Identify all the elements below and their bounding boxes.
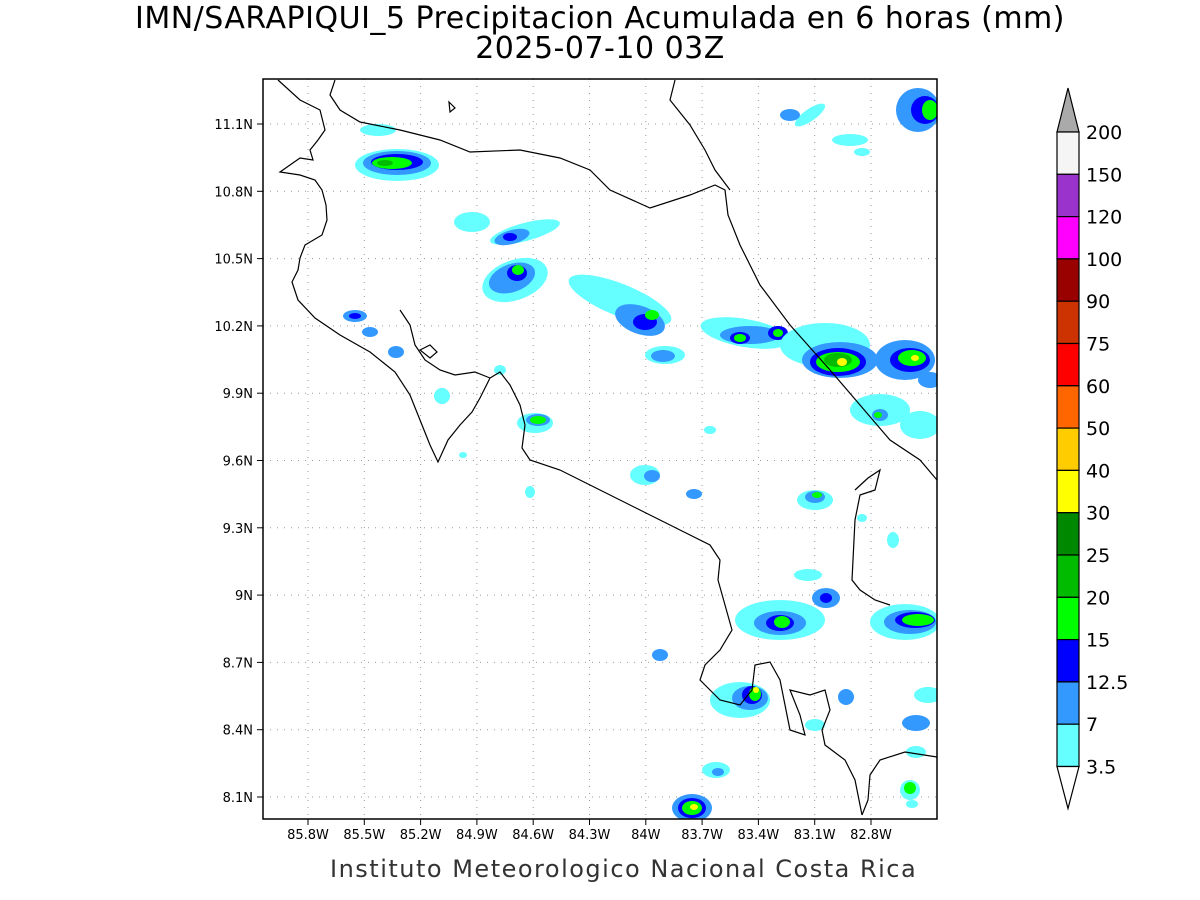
precip-cell xyxy=(454,212,560,303)
precip-cell xyxy=(568,274,685,364)
colorbar-segment xyxy=(1056,723,1080,768)
x-tick-label: 84.6W xyxy=(512,828,554,843)
colorbar-label: 90 xyxy=(1086,291,1110,313)
y-tick-label: 9N xyxy=(235,589,253,604)
colorbar-label: 15 xyxy=(1086,630,1110,652)
colorbar-max-arrow xyxy=(1056,87,1080,133)
colorbar-segment xyxy=(1056,596,1080,641)
y-tick-label: 10.5N xyxy=(214,253,253,268)
x-tick-label: 83.1W xyxy=(794,828,836,843)
map-title: IMN/SARAPIQUI_5 Precipitacion Acumulada … xyxy=(135,1,1065,36)
y-tick-label: 10.2N xyxy=(214,320,253,335)
map-frame xyxy=(262,78,938,820)
colorbar-label: 40 xyxy=(1086,460,1110,482)
colorbar-segment xyxy=(1056,427,1080,472)
colorbar-segment xyxy=(1056,469,1080,514)
precip-cell xyxy=(780,88,937,156)
colorbar-segment xyxy=(1056,258,1080,302)
colorbar-segment xyxy=(1056,216,1080,260)
colorbar-label: 7 xyxy=(1086,714,1098,736)
colorbar-label: 120 xyxy=(1086,207,1122,229)
x-tick-label: 82.8W xyxy=(850,828,892,843)
precip-cell xyxy=(652,569,937,819)
colorbar-segment xyxy=(1056,173,1080,218)
colorbar-label: 100 xyxy=(1086,249,1122,271)
map-grid xyxy=(263,79,937,819)
colorbar-segment xyxy=(1056,385,1080,429)
colorbar-segment xyxy=(1056,681,1080,725)
x-tick-label: 83.7W xyxy=(681,828,723,843)
y-tick-label: 11.1N xyxy=(214,118,253,133)
colorbar-label: 150 xyxy=(1086,164,1122,186)
colorbar-segment xyxy=(1056,554,1080,598)
colorbar-label: 3.5 xyxy=(1086,757,1116,779)
colorbar: 200 150 120 100 90 75 60 50 40 30 25 20 15 12.5 7 3.5 xyxy=(1056,87,1128,811)
x-tick-label: 84.9W xyxy=(456,828,498,843)
colorbar-label: 20 xyxy=(1086,587,1110,609)
y-tick-label: 9.6N xyxy=(223,455,253,470)
colorbar-label: 200 xyxy=(1086,122,1122,144)
y-tick-label: 8.1N xyxy=(223,791,253,806)
x-tick-label: 85.8W xyxy=(287,828,329,843)
colorbar-segment xyxy=(1056,300,1080,345)
precip-cell xyxy=(700,317,937,439)
precip-cell xyxy=(343,310,553,458)
x-tick-label: 84.3W xyxy=(569,828,611,843)
x-tick-label: 83.4W xyxy=(737,828,779,843)
y-tick-label: 9.9N xyxy=(223,387,253,402)
precip-cell xyxy=(525,426,899,548)
colorbar-segment xyxy=(1056,638,1080,683)
precip-cell xyxy=(355,124,439,181)
latitude-axis: 11.1N 10.8N 10.5N 10.2N 9.9N 9.6N 9.3N 9N 8.7N 8.… xyxy=(214,118,263,806)
coastline xyxy=(277,79,937,816)
colorbar-segment xyxy=(1056,131,1080,175)
colorbar-label: 30 xyxy=(1086,503,1110,525)
y-tick-label: 8.4N xyxy=(223,724,253,739)
colorbar-label: 50 xyxy=(1086,418,1110,440)
precipitation-field xyxy=(343,88,937,819)
y-tick-label: 10.8N xyxy=(214,185,253,200)
colorbar-segment xyxy=(1056,342,1080,387)
map-valid-time: 2025-07-10 03Z xyxy=(475,31,725,66)
x-tick-label: 85.5W xyxy=(343,828,385,843)
colorbar-min-arrow xyxy=(1056,765,1080,811)
colorbar-label: 75 xyxy=(1086,334,1110,356)
y-tick-label: 9.3N xyxy=(223,522,253,537)
x-tick-label: 85.2W xyxy=(400,828,442,843)
colorbar-label: 25 xyxy=(1086,545,1110,567)
longitude-axis: 85.8W 85.5W 85.2W 84.9W 84.6W 84.3W 84W 83.7W 83… xyxy=(287,819,892,843)
footer-credit: Instituto Meteorologico Nacional Costa R… xyxy=(330,855,918,883)
colorbar-segment xyxy=(1056,512,1080,556)
x-tick-label: 84W xyxy=(631,828,661,843)
colorbar-label: 12.5 xyxy=(1086,672,1128,694)
y-tick-label: 8.7N xyxy=(223,656,253,671)
colorbar-label: 60 xyxy=(1086,376,1110,398)
